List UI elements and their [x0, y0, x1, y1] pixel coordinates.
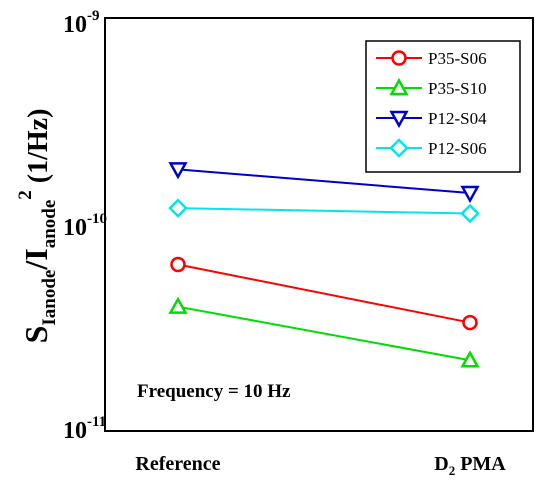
x-category-label: D2 PMA [434, 453, 506, 478]
data-point [460, 185, 480, 204]
data-point [168, 198, 188, 218]
data-point [170, 256, 186, 273]
data-point [168, 162, 188, 180]
legend-label: P35-S06 [428, 49, 487, 68]
plot-frame [104, 17, 534, 432]
series-line [177, 168, 471, 195]
legend-label: P12-S06 [428, 139, 487, 158]
data-point [460, 203, 480, 224]
y-axis-label: SIanode/Ianode2 (1/Hz) [15, 109, 60, 344]
y-tick-label: 10-9 [63, 8, 100, 38]
series-line [177, 305, 471, 362]
legend-marker [391, 50, 407, 66]
x-category-label: Reference [135, 453, 220, 475]
y-tick-label: 10-10 [63, 211, 107, 241]
data-point [168, 296, 188, 314]
data-point [462, 314, 478, 331]
y-tick-label: 10-11 [63, 414, 106, 444]
frequency-annotation: Frequency = 10 Hz [137, 381, 291, 402]
series-layer [168, 162, 480, 368]
legend-layer: P35-S06 P35-S10 P12-S04 P12-S06 [376, 49, 487, 158]
legend-label: P35-S10 [428, 79, 487, 98]
legend-marker [389, 110, 409, 129]
data-point [460, 350, 480, 368]
series-line [177, 263, 471, 324]
legend-marker [389, 77, 409, 96]
legend-label: P12-S04 [428, 109, 487, 128]
legend-marker [389, 138, 409, 158]
series-line [177, 207, 471, 215]
